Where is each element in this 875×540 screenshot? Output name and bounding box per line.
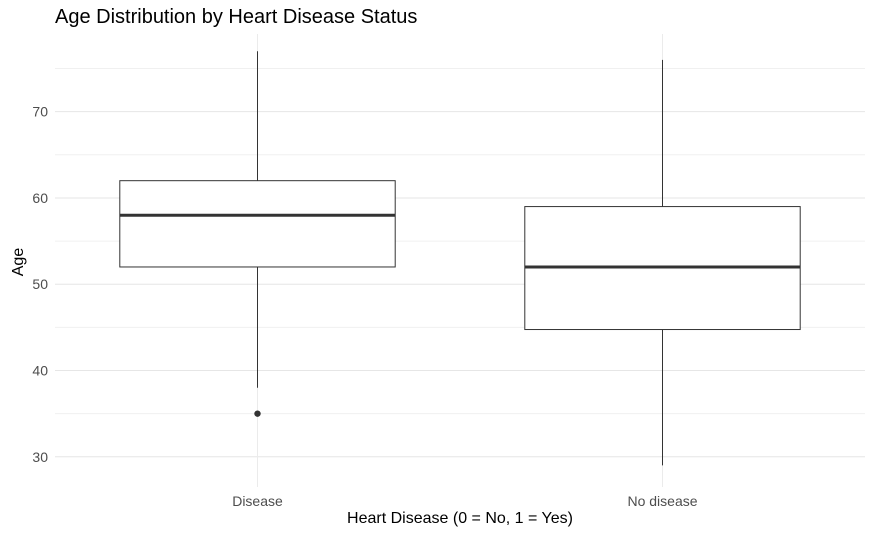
x-axis-label: Heart Disease (0 = No, 1 = Yes) bbox=[347, 510, 573, 527]
x-tick-label: No disease bbox=[627, 493, 697, 509]
x-tick-label: Disease bbox=[232, 493, 283, 509]
y-tick-label: 30 bbox=[32, 449, 48, 465]
y-tick-label: 50 bbox=[32, 276, 48, 292]
chart-title: Age Distribution by Heart Disease Status bbox=[55, 6, 418, 28]
outlier-point bbox=[254, 410, 261, 417]
y-axis-label: Age bbox=[10, 247, 27, 277]
box bbox=[119, 180, 396, 268]
y-tick-label: 70 bbox=[32, 104, 48, 120]
y-tick-label: 40 bbox=[32, 363, 48, 379]
y-tick-label: 60 bbox=[32, 190, 48, 206]
